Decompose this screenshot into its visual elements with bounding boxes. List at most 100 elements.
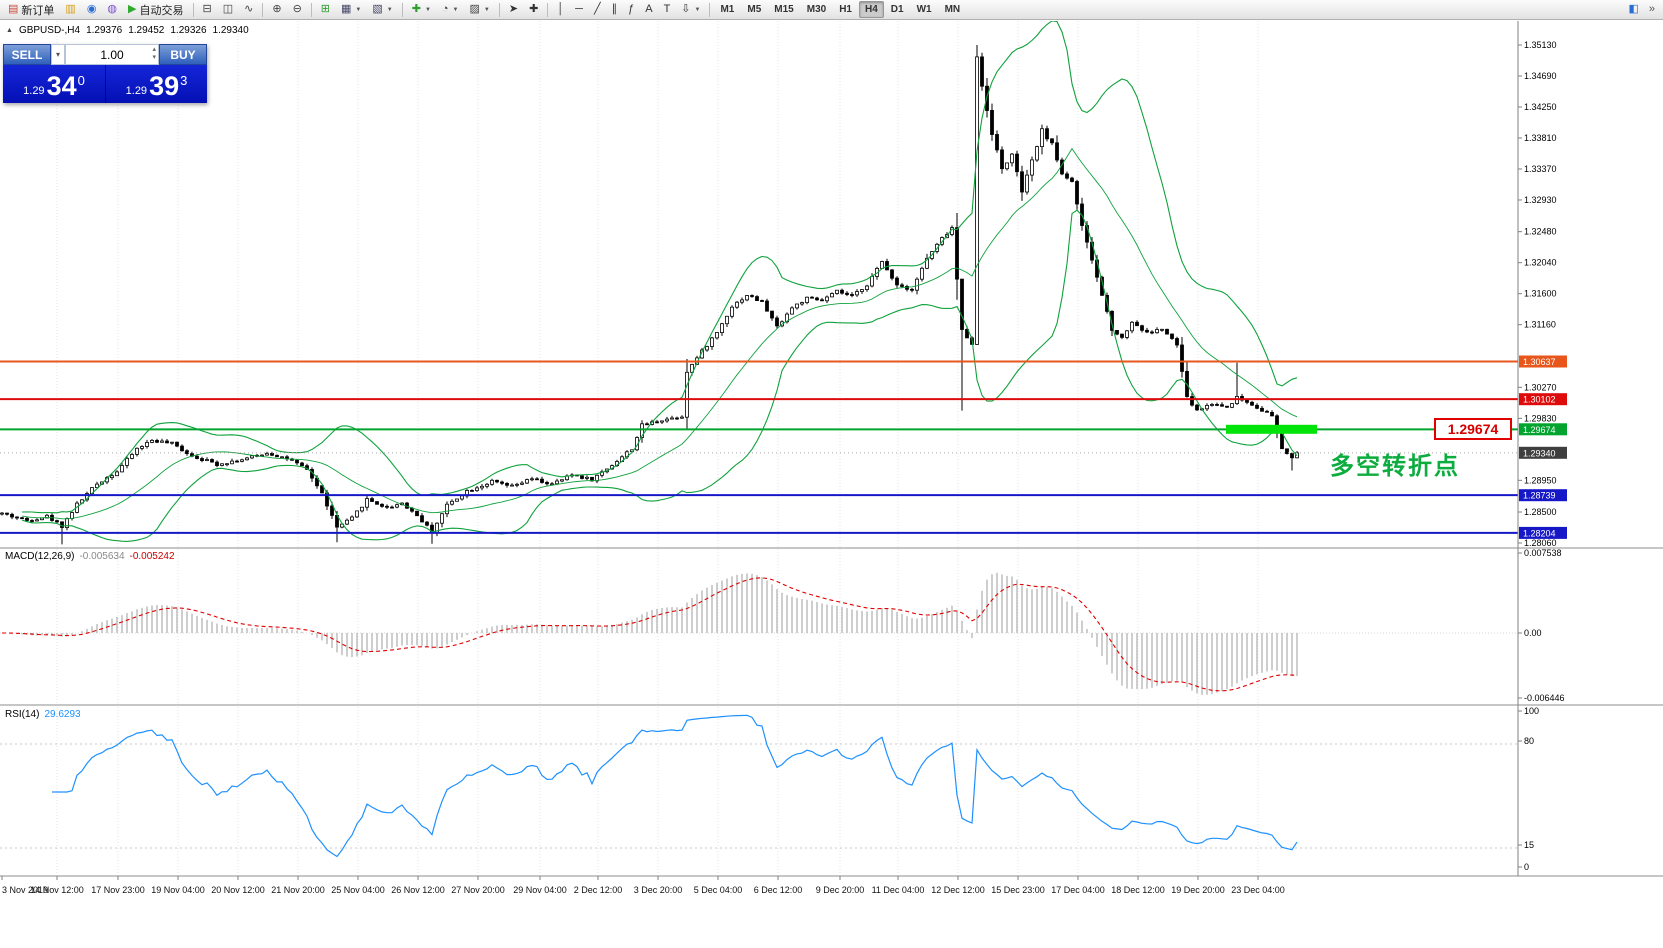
buy-button[interactable]: BUY [159, 44, 207, 65]
community-button[interactable]: ◍ [102, 1, 122, 18]
auto-arrange-button[interactable]: ▦ ▼ [336, 1, 366, 18]
volume-up-button[interactable]: ▴ [152, 46, 156, 53]
candle [95, 483, 99, 489]
cursor-button[interactable]: ➤ [504, 1, 523, 18]
candle [760, 300, 764, 302]
bar-chart-button[interactable]: ⊟ [198, 1, 217, 18]
candle [805, 296, 809, 304]
macd-axis-label: 0.007538 [1524, 548, 1562, 558]
timeframe-h4-button[interactable]: H4 [858, 1, 884, 18]
zoom-in-button[interactable]: ⊕ [267, 1, 286, 18]
candle [775, 317, 779, 327]
candle [1195, 404, 1199, 411]
text-label-button[interactable]: T [659, 1, 676, 18]
candle [385, 505, 389, 508]
new-order-button[interactable]: ▤ 新订单 [3, 1, 59, 18]
channel-button[interactable]: ∥ [607, 1, 623, 18]
timeframe-w1-button[interactable]: W1 [916, 4, 932, 15]
sell-button[interactable]: SELL [3, 44, 51, 65]
candle [550, 483, 554, 486]
toolbar-overflow-button[interactable]: » [1644, 1, 1660, 18]
line-chart-button[interactable]: ∿ [239, 1, 258, 18]
highlight-segment[interactable] [1226, 424, 1317, 434]
candle [230, 460, 234, 465]
price-axis-label: 1.35130 [1524, 40, 1557, 50]
candle [200, 458, 204, 461]
candle [905, 285, 909, 290]
candle [815, 297, 819, 301]
chart-shift-button[interactable]: ▧ ▼ [367, 1, 397, 18]
candle [420, 515, 424, 523]
autotrading-button[interactable]: ▶ 自动交易 [123, 1, 188, 18]
volume-down-button[interactable]: ▾ [152, 54, 156, 61]
macd-main-value: -0.005634 [79, 551, 125, 562]
text-button[interactable]: A [640, 1, 657, 18]
templates-button[interactable]: ▨ ▼ [465, 1, 495, 18]
ohlc-low: 1.29326 [170, 25, 207, 36]
candle [675, 417, 679, 420]
trendline-button[interactable]: ╱ [589, 1, 606, 18]
gold-chart-button[interactable]: ▥ [60, 1, 80, 18]
timeframe-m5-button[interactable]: M5 [747, 4, 762, 15]
price-level-callout[interactable]: 1.29674 [1434, 418, 1512, 440]
crosshair-icon: ✚ [529, 3, 539, 15]
new-chart-window-button[interactable]: ◧ [1623, 1, 1643, 18]
macd-name: MACD(12,26,9) [5, 551, 75, 562]
rsi-panel [0, 714, 1518, 858]
arrows-button[interactable]: ⇩ ▼ [676, 1, 705, 18]
turning-point-annotation[interactable]: 多空转折点 [1330, 453, 1460, 480]
price-axis-marker [1519, 446, 1567, 459]
fibonacci-button[interactable]: ƒ [623, 1, 639, 18]
candle [270, 452, 274, 456]
time-axis-label: 3 Nov 2019 [2, 885, 48, 895]
candle [1190, 396, 1194, 406]
candle [645, 423, 649, 426]
candle [1265, 410, 1269, 413]
candle [495, 479, 499, 483]
candle [160, 440, 164, 443]
horizontal-line-button[interactable]: ─ [570, 1, 588, 18]
ask-price[interactable]: 1.29 39 3 [105, 65, 207, 103]
price-axis-label: 1.33810 [1524, 133, 1557, 143]
candle [1215, 403, 1219, 406]
volume-input[interactable]: 1.00 ▴ ▾ [65, 44, 159, 65]
bid-prefix: 1.29 [23, 85, 45, 97]
candlestick-chart-button[interactable]: ◫ [218, 1, 238, 18]
dropdown-caret-icon: ▼ [355, 6, 362, 13]
one-click-trading-panel: SELL ▾ 1.00 ▴ ▾ BUY 1.29 34 0 1.29 39 3 [3, 44, 207, 103]
timeframe-h1-button[interactable]: H1 [839, 4, 852, 15]
vertical-line-button[interactable]: │ [552, 1, 569, 18]
candle [355, 510, 359, 518]
candle [1175, 338, 1179, 346]
bid-price[interactable]: 1.29 34 0 [3, 65, 105, 103]
timeframe-m1-button[interactable]: M1 [720, 4, 735, 15]
price-axis-marker [1519, 393, 1567, 406]
price-axis-marker-label: 1.29674 [1523, 425, 1556, 435]
tile-windows-button[interactable]: ⊞ [316, 1, 335, 18]
candle [960, 278, 964, 330]
candle [55, 520, 59, 523]
timeframe-d1-button[interactable]: D1 [890, 4, 904, 15]
candle [1135, 321, 1139, 327]
bar-chart-icon: ⊟ [202, 3, 212, 15]
order-options-dropdown[interactable]: ▾ [51, 44, 65, 65]
indicators-button[interactable]: ✚ ▼ [407, 1, 436, 18]
zoom-out-button[interactable]: ⊖ [288, 1, 307, 18]
candle [1055, 142, 1059, 161]
candle [455, 498, 459, 502]
candle [580, 475, 584, 479]
crosshair-button[interactable]: ✚ [524, 1, 543, 18]
timeframe-m15-button[interactable]: M15 [774, 4, 794, 15]
candle [1140, 325, 1144, 331]
candlestick-series [0, 21, 1299, 545]
timeframe-mn-button[interactable]: MN [944, 4, 961, 15]
profiles-button[interactable]: ◉ [82, 1, 102, 18]
candle [1040, 128, 1044, 147]
candle [955, 227, 959, 280]
timeframe-m30-button[interactable]: M30 [806, 4, 827, 15]
periods-button[interactable]: ◔ ▼ [437, 1, 464, 18]
candle [720, 323, 724, 334]
profiles-icon: ◉ [86, 3, 97, 15]
chart-area[interactable]: 1.35130 1.34690 1.34250 1.33810 1.33370 1.329… [0, 20, 1663, 948]
candle [925, 257, 929, 269]
